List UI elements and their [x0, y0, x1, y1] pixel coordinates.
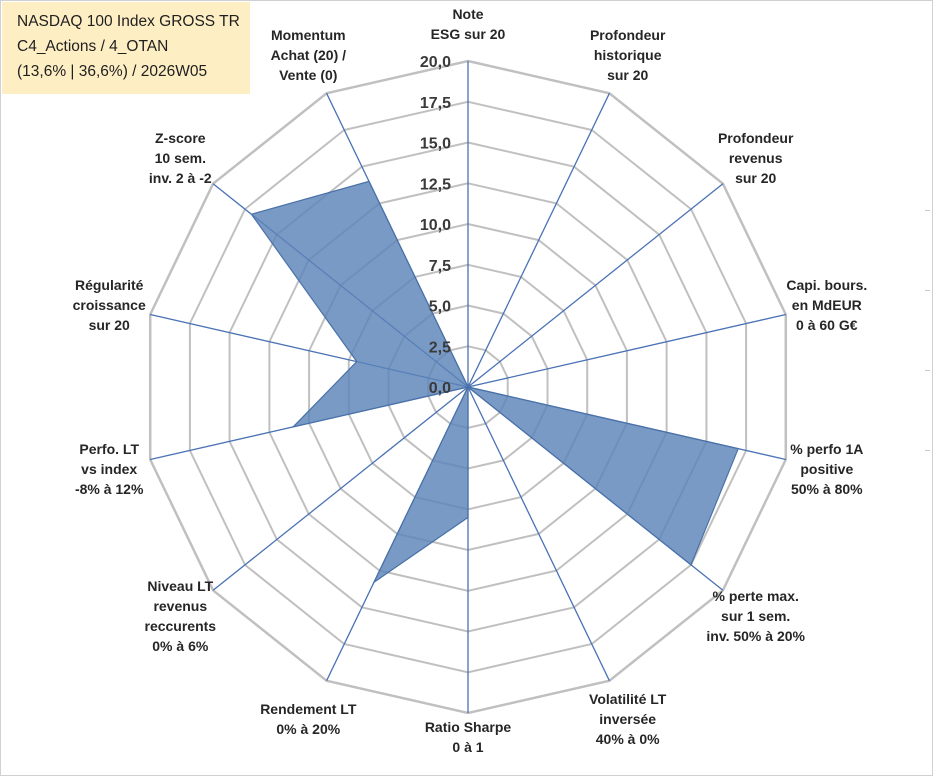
axis-label-line: -8% à 12% — [74, 480, 144, 497]
axis-label-line: Profondeur — [589, 27, 666, 44]
axis-label-rendement-lt: Rendement LT 0% à 20% — [223, 699, 393, 739]
chart-title: NASDAQ 100 Index GROSS TR — [17, 13, 240, 30]
axis-label-line: 0% à 20% — [276, 720, 341, 737]
axis-label-line: croissance — [72, 297, 146, 314]
axis-label-line: Z-score — [155, 129, 206, 146]
axis-label-line: 40% à 0% — [595, 730, 660, 747]
axis-label-line: Momentum — [270, 27, 346, 44]
spoke-capi-bours — [467, 313, 786, 388]
axis-label-line: 50% à 80% — [790, 480, 863, 497]
axis-label-line: Ratio Sharpe — [424, 719, 512, 735]
tick-label: 17,5 — [420, 95, 451, 112]
axis-label-line: Capi. bours. — [786, 277, 868, 294]
axis-label-perfo-lt-index: Perfo. LT vs index -8% à 12% — [24, 439, 194, 499]
axis-label-line: Note — [452, 6, 484, 22]
axis-label-ratio-sharpe: Ratio Sharpe 0 à 1 — [383, 717, 553, 757]
tick-label: 0,0 — [429, 380, 451, 397]
radar-series — [250, 180, 740, 585]
axis-label-line: Niveau LT — [147, 578, 214, 595]
tick-label: 10,0 — [420, 217, 451, 234]
axis-label-line: Profondeur — [717, 129, 794, 146]
spoke-profondeur-revenus — [467, 183, 724, 388]
spoke-volatilite-lt — [467, 386, 610, 681]
axis-label-regularite-croissance: Régularité croissance sur 20 — [24, 275, 194, 335]
axis-label-line: inversée — [599, 710, 657, 727]
radial-tick-labels: 0,0 2,5 5,0 7,5 10,0 12,5 15,0 17,5 20,0 — [420, 54, 451, 397]
axis-label-line: 10 sem. — [154, 149, 206, 166]
chart-subtitle-stats: (13,6% | 36,6%) / 2026W05 — [17, 63, 208, 80]
axis-label-line: ESG sur 20 — [430, 26, 506, 42]
axis-label-line: % perfo 1A — [790, 440, 864, 457]
axis-label-line: 0% à 6% — [152, 638, 209, 655]
axis-label-line: vs index — [81, 460, 138, 477]
series-area — [250, 180, 740, 585]
axis-label-line: 0 à 1 — [452, 739, 484, 755]
chart-title-box: NASDAQ 100 Index GROSS TR C4_Actions / 4… — [2, 2, 250, 94]
axis-label-line: 0 à 60 G€ — [796, 317, 858, 334]
tick-label: 5,0 — [429, 299, 451, 316]
axis-label-line: % perte max. — [712, 588, 799, 605]
axis-label-z-score: Z-score 10 sem. inv. 2 à -2 — [95, 128, 265, 188]
axis-label-perfo-1a: % perfo 1A positive 50% à 80% — [742, 439, 912, 499]
axis-label-line: revenus — [153, 598, 208, 615]
axis-label-line: inv. 50% à 20% — [706, 628, 805, 645]
axis-label-line: sur 20 — [607, 67, 649, 84]
axis-label-line: inv. 2 à -2 — [148, 169, 212, 186]
axis-label-perte-max: % perte max. sur 1 sem. inv. 50% à 20% — [671, 586, 841, 646]
axis-label-line: sur 20 — [88, 317, 130, 334]
chart-subtitle-category: C4_Actions / 4_OTAN — [17, 38, 169, 55]
axis-label-line: reccurents — [144, 618, 217, 635]
axis-label-profondeur-revenus: Profondeur revenus sur 20 — [671, 128, 841, 188]
axis-label-momentum: Momentum Achat (20) / Vente (0) — [223, 25, 393, 85]
axis-label-line: positive — [800, 460, 854, 477]
axis-label-capi-bours: Capi. bours. en MdEUR 0 à 60 G€ — [742, 275, 912, 335]
tick-label: 15,0 — [420, 136, 451, 153]
tick-label: 20,0 — [420, 54, 451, 71]
axis-label-note-esg: Note ESG sur 20 — [383, 4, 553, 44]
axis-label-line: Vente (0) — [279, 67, 338, 84]
tick-label: 12,5 — [420, 176, 451, 193]
axis-label-line: sur 20 — [735, 169, 777, 186]
side-scroll-marks — [925, 210, 931, 451]
axis-label-line: historique — [593, 47, 662, 64]
axis-label-line: Rendement LT — [260, 700, 357, 717]
spoke-profondeur-historique — [467, 93, 610, 388]
tick-label: 7,5 — [429, 258, 451, 275]
spoke-niveau-lt-revenus — [212, 386, 469, 591]
axis-label-line: Volatilité LT — [589, 690, 667, 707]
axis-label-line: sur 1 sem. — [721, 608, 791, 625]
axis-label-profondeur-historique: Profondeur historique sur 20 — [543, 25, 713, 85]
axis-label-volatilite-lt: Volatilité LT inversée 40% à 0% — [543, 689, 713, 749]
axis-label-line: Achat (20) / — [270, 47, 347, 64]
tick-label: 2,5 — [429, 339, 451, 356]
axis-label-line: Régularité — [74, 277, 144, 294]
axis-label-line: en MdEUR — [791, 297, 862, 314]
axis-label-line: revenus — [728, 149, 783, 166]
axis-label-line: Perfo. LT — [79, 440, 139, 457]
axis-label-niveau-lt-revenus: Niveau LT revenus reccurents 0% à 6% — [95, 576, 265, 656]
